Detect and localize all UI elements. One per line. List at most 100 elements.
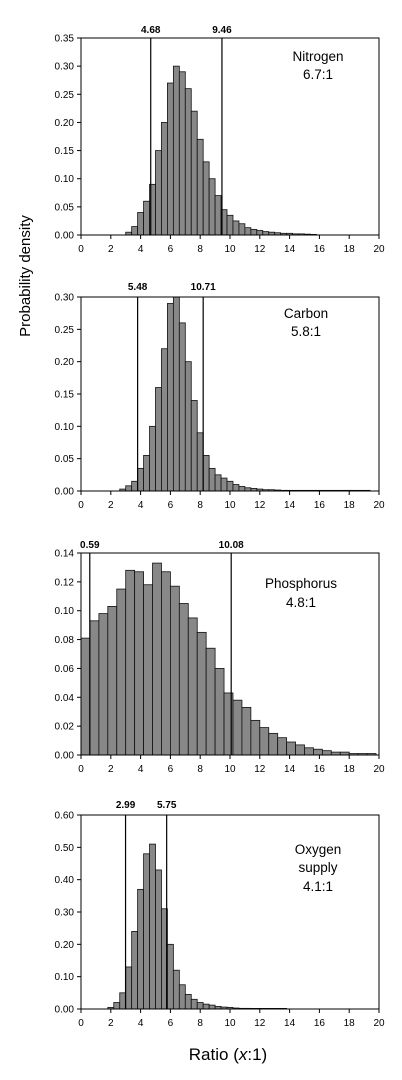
x-tick-label: 20 [373, 500, 385, 511]
x-tick-label: 16 [314, 764, 326, 775]
x-tick-label: 2 [108, 244, 114, 255]
ratio-label: 4.1:1 [303, 879, 333, 894]
histogram-bar [196, 432, 204, 492]
histogram-bar [152, 562, 162, 756]
histogram-bar [268, 732, 279, 756]
histogram-bar [149, 843, 156, 1010]
nutrient-label: Nitrogen [292, 49, 343, 64]
x-tick-label: 20 [373, 1018, 385, 1029]
histogram-bar [155, 150, 162, 236]
histogram-bar [161, 348, 168, 492]
histogram-bar [232, 220, 240, 236]
nutrient-label: Oxygen supply [295, 842, 342, 875]
ratio-label: 5.8:1 [291, 324, 321, 339]
histogram-bar [178, 322, 186, 492]
y-tick-label: 0.08 [55, 635, 75, 646]
nutrient-label: Phosphorus [265, 576, 337, 591]
x-tick-label: 6 [168, 244, 174, 255]
y-tick-label: 0.00 [55, 751, 75, 762]
y-tick-label: 0.40 [55, 875, 75, 886]
histogram-bar [184, 88, 192, 236]
histogram-bar [241, 706, 252, 756]
histogram-bar [167, 303, 174, 492]
x-tick-label: 18 [344, 764, 356, 775]
x-tick-label: 0 [78, 1018, 84, 1029]
x-tick-label: 12 [254, 500, 266, 511]
y-tick-label: 0.04 [55, 693, 75, 704]
histogram-bar [190, 400, 198, 492]
histogram-bar [137, 212, 144, 236]
x-tick-label: 4 [138, 764, 144, 775]
histogram-bar [143, 584, 153, 756]
histogram-bar [214, 474, 222, 492]
y-tick-label: 0.30 [55, 908, 75, 919]
y-tick-label: 0.60 [55, 811, 75, 822]
histogram-bar [184, 361, 192, 492]
histogram-bar [277, 737, 288, 756]
y-tick-label: 0.02 [55, 722, 75, 733]
histogram-bar [286, 741, 296, 756]
histogram-bar [232, 699, 243, 756]
x-tick-label: 16 [314, 1018, 326, 1029]
histogram-bar [119, 992, 127, 1010]
x-tick-label: 8 [197, 764, 203, 775]
x-tick-label: 6 [168, 764, 174, 775]
ratio-label: 6.7:1 [303, 67, 333, 82]
interval-marker-label: 2.99 [116, 800, 136, 811]
y-tick-label: 0.20 [55, 357, 75, 368]
x-tick-label: 6 [168, 1018, 174, 1029]
histogram-bar [196, 631, 207, 756]
y-tick-label: 0.30 [55, 293, 75, 304]
y-tick-label: 0.05 [55, 454, 75, 465]
histogram-bar [238, 223, 246, 236]
x-tick-label: 4 [138, 1018, 144, 1029]
histogram-bar [125, 966, 133, 1010]
histogram-bar [167, 943, 174, 1010]
histogram-bar [137, 467, 144, 492]
x-tick-label: 10 [224, 764, 236, 775]
y-tick-label: 0.50 [55, 843, 75, 854]
histogram-bar [143, 853, 150, 1010]
histogram-bar [256, 230, 264, 236]
histogram-bar [220, 477, 228, 492]
histogram-bar [321, 750, 332, 756]
y-tick-label: 0.00 [55, 487, 75, 498]
panel-phosphorus: 0.00 0.02 0.04 0.06 0.08 0.10 0.12 0.14 0 2 4 6 8 10 1… [55, 540, 385, 775]
x-tick-label: 14 [284, 1018, 296, 1029]
histogram-bar [262, 231, 270, 236]
histogram-bar [125, 485, 133, 492]
histogram-bar [169, 585, 180, 756]
interval-marker-label: 5.48 [128, 282, 148, 293]
histogram-bar [250, 719, 261, 756]
y-tick-label: 0.12 [55, 577, 75, 588]
y-tick-label: 0.15 [55, 146, 75, 157]
x-tick-label: 10 [224, 500, 236, 511]
histogram-bar [196, 1002, 204, 1010]
panel-carbon: 0.00 0.05 0.10 0.15 0.20 0.25 0.30 0 2 4 6 8 10 12 14 1… [55, 282, 385, 511]
x-tick-label: 16 [314, 244, 326, 255]
x-tick-label: 2 [108, 1018, 114, 1029]
interval-marker-label: 4.68 [141, 25, 161, 36]
panels: 0.00 0.05 0.10 0.15 0.20 0.25 0.30 0.35 0 2 4 6 8 10 1… [55, 25, 385, 1029]
histogram-bar [190, 998, 198, 1010]
x-tick-label: 4 [138, 244, 144, 255]
histogram-bar [244, 227, 252, 236]
y-tick-label: 0.25 [55, 90, 75, 101]
x-tick-label: 14 [284, 764, 296, 775]
x-tick-label: 8 [197, 1018, 203, 1029]
histogram-bar [226, 214, 234, 236]
histogram-bar [214, 668, 225, 756]
histogram-bar [187, 617, 198, 756]
plot-frame [80, 37, 380, 236]
histogram-bar [205, 647, 216, 756]
histogram-bar [116, 588, 127, 756]
x-tick-label: 8 [197, 244, 203, 255]
x-tick-label: 18 [344, 244, 356, 255]
histogram-bar [107, 605, 118, 756]
y-tick-label: 0.10 [55, 606, 75, 617]
y-axis-label: Probability density [17, 215, 34, 337]
histogram-bar [214, 195, 222, 236]
x-tick-label: 0 [78, 500, 84, 511]
x-tick-label: 8 [197, 500, 203, 511]
y-tick-label: 0.10 [55, 174, 75, 185]
